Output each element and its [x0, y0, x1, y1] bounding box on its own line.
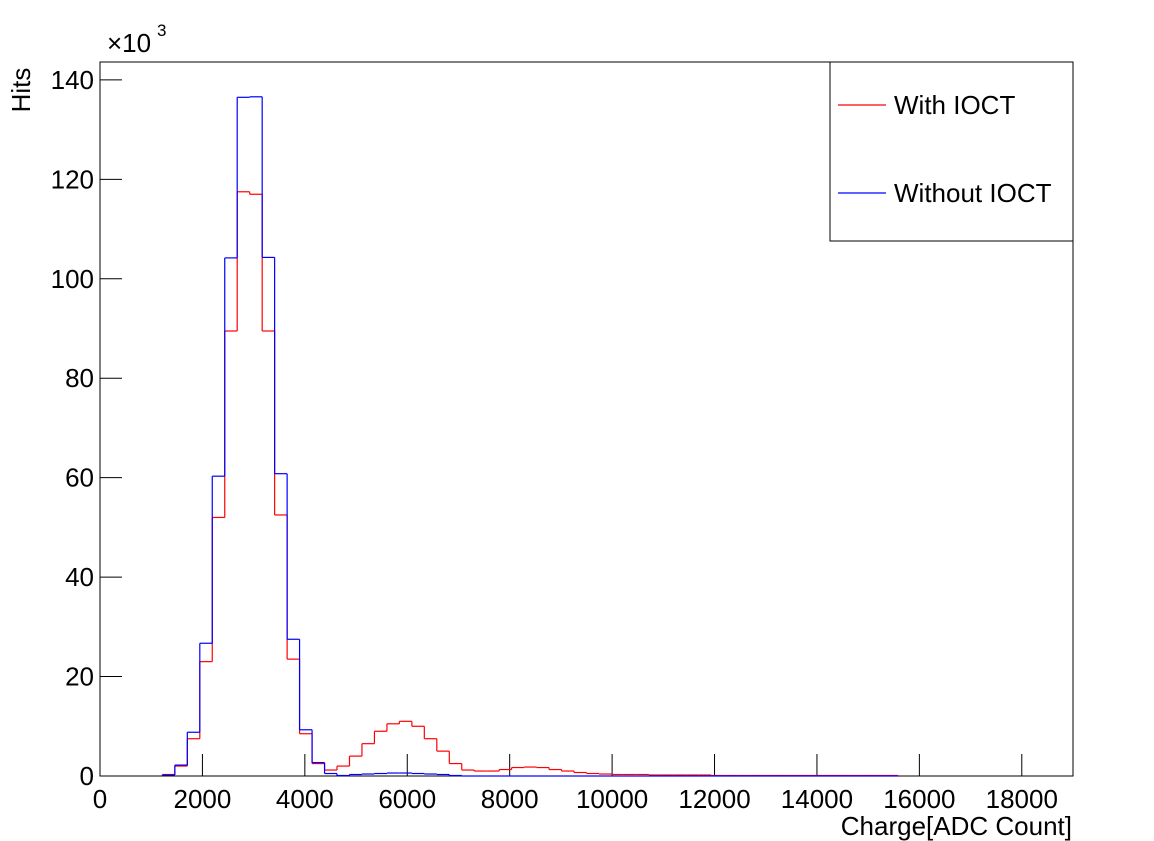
- x-tick-label: 10000: [576, 784, 648, 814]
- legend-label: With IOCT: [894, 90, 1015, 120]
- y-tick-label: 100: [51, 264, 94, 294]
- x-tick-label: 16000: [883, 784, 955, 814]
- y-axis-title: Hits: [6, 68, 36, 113]
- y-tick-label: 20: [65, 662, 94, 692]
- x-tick-label: 4000: [276, 784, 334, 814]
- x-tick-label: 18000: [986, 784, 1058, 814]
- x-tick-label: 12000: [678, 784, 750, 814]
- y-tick-label: 0: [80, 761, 94, 791]
- y-tick-label: 60: [65, 463, 94, 493]
- y-tick-label: 80: [65, 363, 94, 393]
- x-tick-label: 8000: [481, 784, 539, 814]
- y-tick-label: 120: [51, 164, 94, 194]
- y-scale-label: ×10: [107, 28, 151, 58]
- legend-box: [829, 61, 1074, 242]
- x-tick-label: 0: [93, 784, 107, 814]
- y-scale-exponent: 3: [157, 21, 166, 40]
- x-tick-label: 6000: [378, 784, 436, 814]
- x-tick-label: 2000: [173, 784, 231, 814]
- legend-label: Without IOCT: [894, 178, 1052, 208]
- x-tick-label: 14000: [781, 784, 853, 814]
- y-tick-label: 140: [51, 65, 94, 95]
- x-axis-title: Charge[ADC Count]: [841, 811, 1072, 841]
- y-tick-label: 40: [65, 562, 94, 592]
